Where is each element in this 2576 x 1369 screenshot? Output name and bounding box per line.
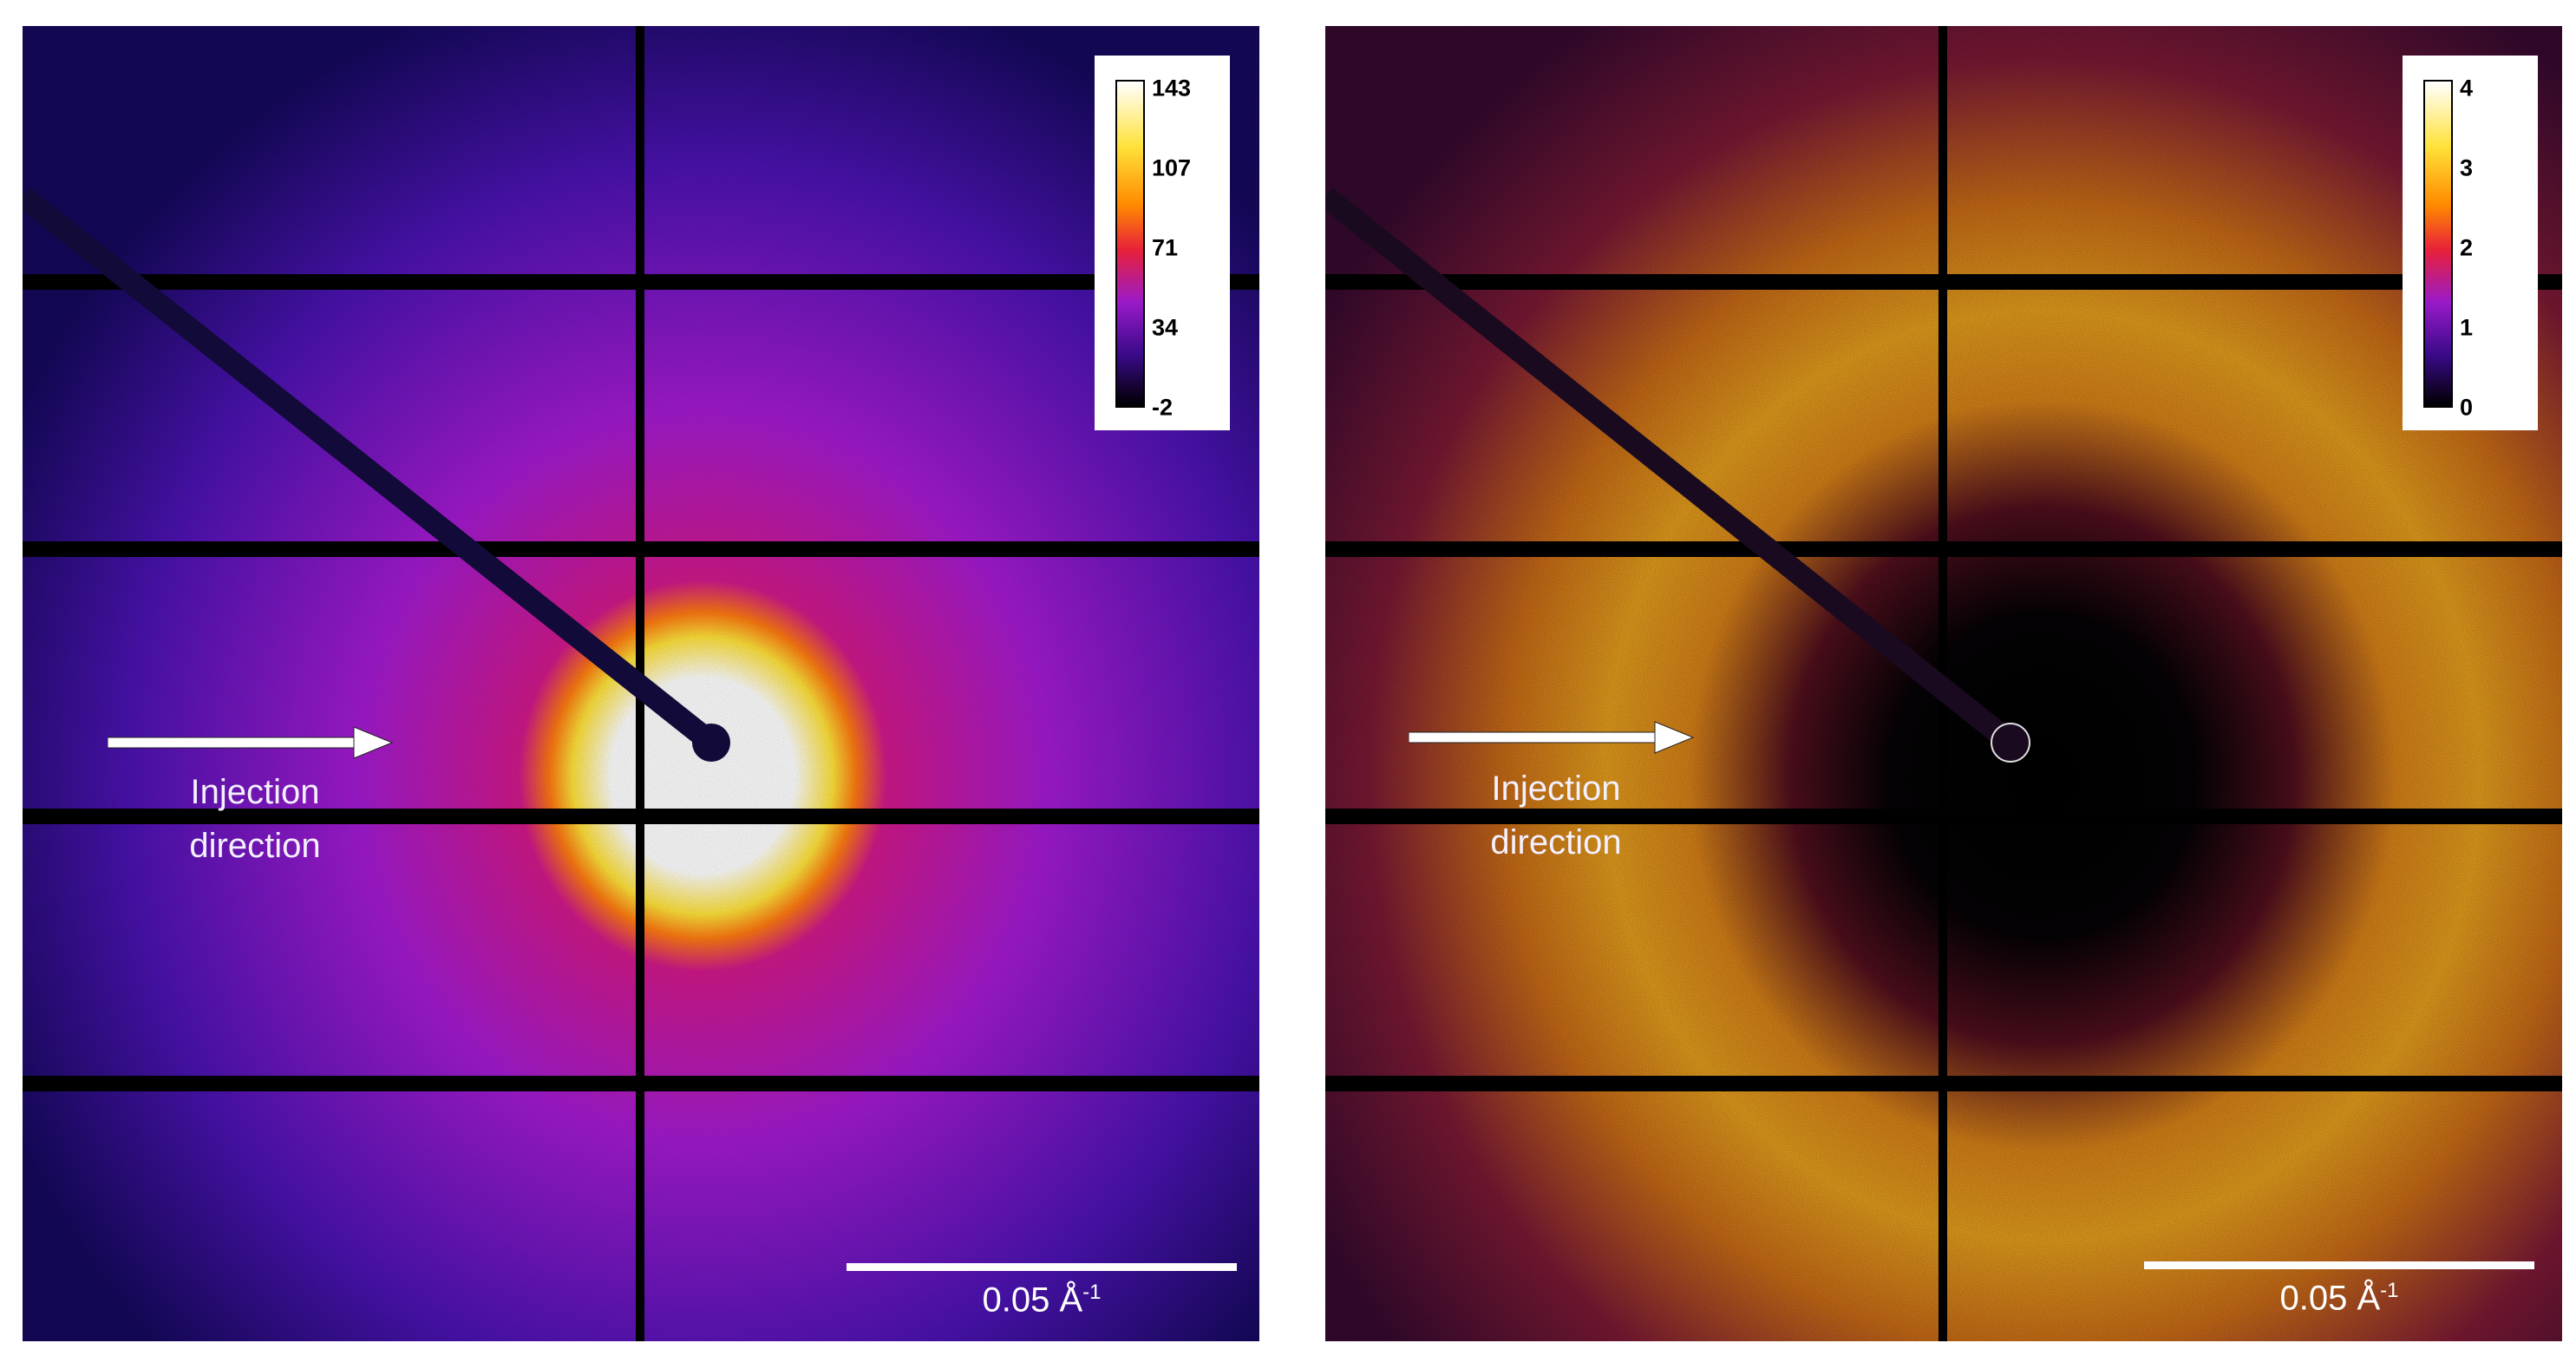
- injection-direction-label: Injection direction: [1426, 762, 1686, 869]
- colorbar-tick: 3: [2460, 154, 2474, 181]
- arrow-right-icon: [1409, 721, 1695, 754]
- detector-image-left: [23, 26, 1259, 1341]
- colorbar-right: 4 3 2 1 0: [2403, 56, 2538, 430]
- colorbar-gradient: [2423, 80, 2453, 408]
- colorbar-tick: 107: [1152, 154, 1192, 181]
- annotation-line-2: direction: [189, 827, 321, 865]
- scale-exponent: -1: [1082, 1281, 1102, 1304]
- annotation-line-1: Injection: [190, 773, 320, 811]
- colorbar-tick: 34: [1152, 314, 1179, 341]
- annotation-line-1: Injection: [1491, 770, 1621, 808]
- detector-image-right: [1325, 26, 2562, 1341]
- scattering-image-left: 143 107 71 34 -2 Injection direction 0.0…: [23, 26, 1259, 1341]
- arrow-right-icon: [108, 726, 394, 759]
- colorbar-tick: -2: [1152, 394, 1174, 421]
- scale-bar-label: 0.05 Å-1: [2144, 1279, 2534, 1318]
- injection-direction-label: Injection direction: [125, 765, 385, 873]
- colorbar-tick: 4: [2460, 75, 2474, 102]
- scale-bar: [2144, 1261, 2534, 1269]
- colorbar-tick: 143: [1152, 75, 1192, 102]
- colorbar-tick: 71: [1152, 234, 1179, 261]
- colorbar-tick: 1: [2460, 314, 2474, 341]
- colorbar-left: 143 107 71 34 -2: [1095, 56, 1230, 430]
- scattering-image-right: 4 3 2 1 0 Injection direction 0.05 Å-1: [1325, 26, 2562, 1341]
- scale-exponent: -1: [2380, 1279, 2399, 1302]
- scale-value: 0.05 Å: [2279, 1279, 2381, 1318]
- scale-bar-label: 0.05 Å-1: [847, 1281, 1237, 1320]
- colorbar-gradient: [1115, 80, 1145, 408]
- scale-bar: [847, 1263, 1237, 1271]
- scale-value: 0.05 Å: [982, 1281, 1083, 1320]
- colorbar-tick: 0: [2460, 394, 2474, 421]
- annotation-line-2: direction: [1490, 823, 1622, 861]
- colorbar-tick: 2: [2460, 234, 2474, 261]
